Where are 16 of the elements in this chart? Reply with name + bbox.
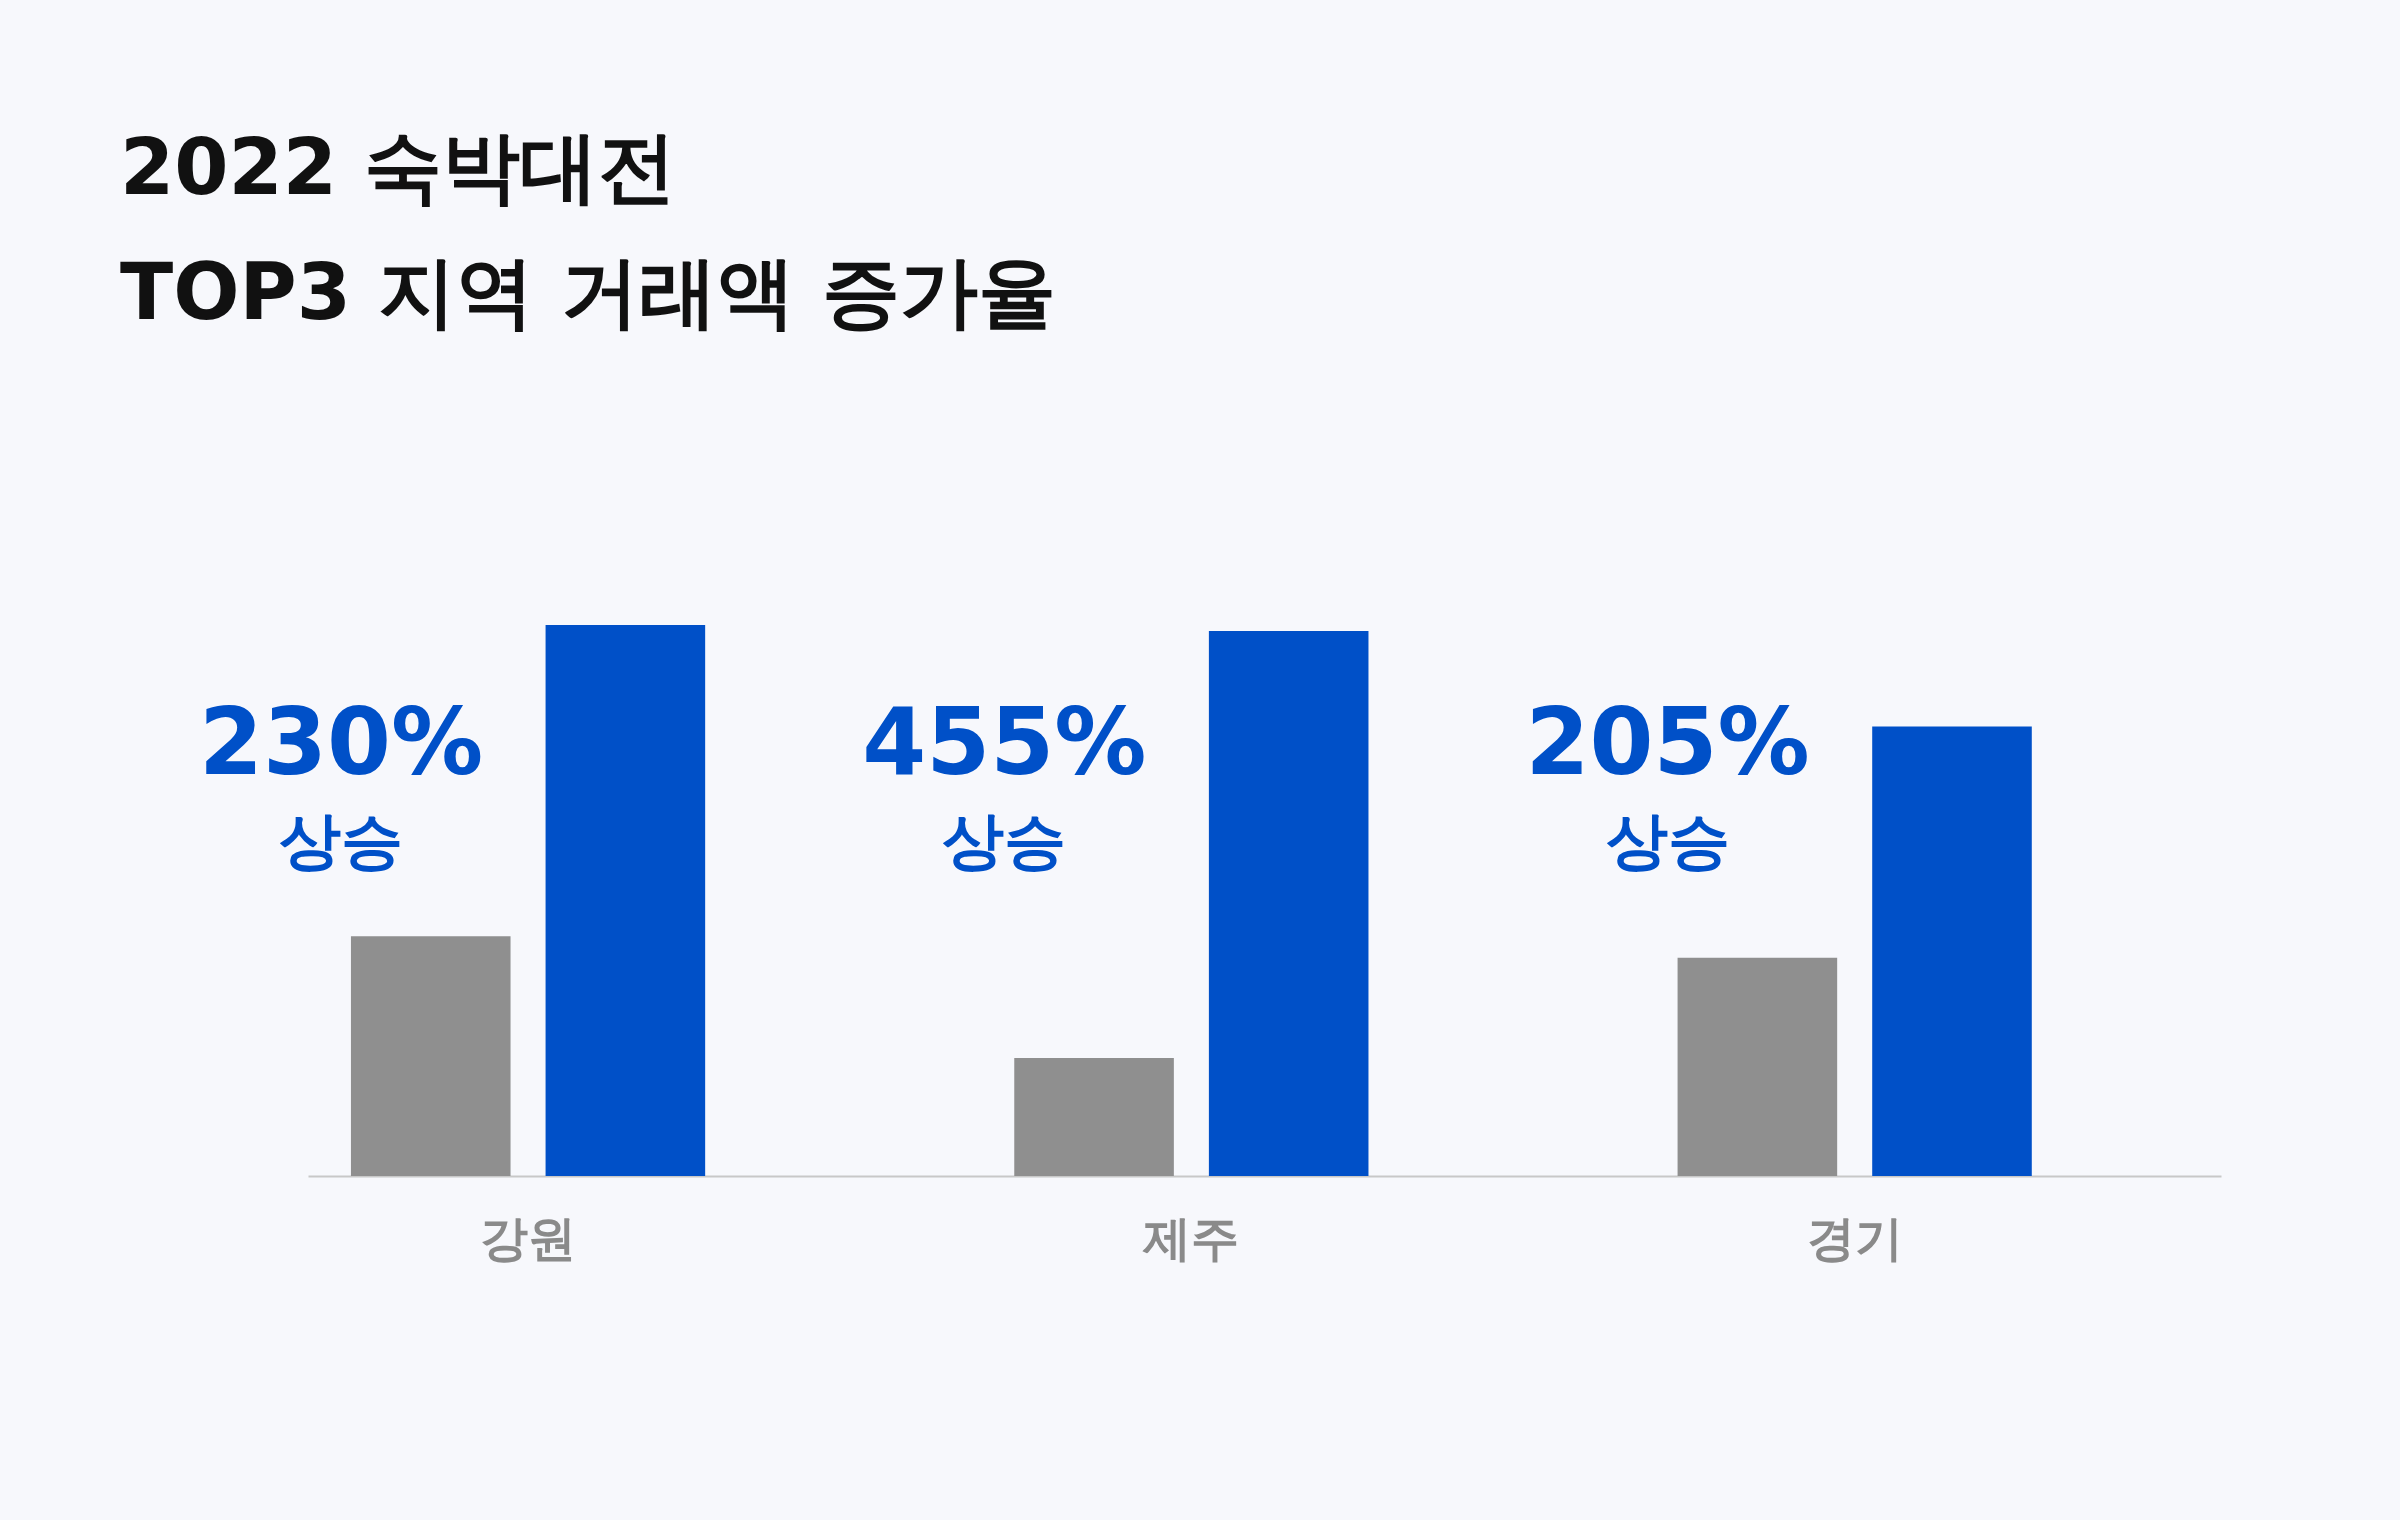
- annotation: 상승: [942, 803, 1067, 877]
- bar: [350, 936, 511, 1176]
- bar: [1014, 1058, 1174, 1176]
- annotation: 230%: [198, 689, 484, 797]
- bar: [1208, 631, 1369, 1176]
- bar: [1677, 957, 1838, 1176]
- annotation: 상승: [279, 803, 404, 877]
- annotation: 상승: [1605, 803, 1730, 877]
- bar: [1872, 726, 2032, 1176]
- x-tick-label: 강원: [480, 1209, 577, 1266]
- x-tick-label: 제주: [1142, 1209, 1240, 1266]
- chart-title: 2022 숙박대전 TOP3 지역 거래액 증가율: [120, 122, 1057, 337]
- annotation: 205%: [1525, 689, 1810, 797]
- x-tick-label: 경기: [1806, 1209, 1903, 1266]
- annotation: 455%: [862, 689, 1147, 797]
- bar: [545, 625, 706, 1176]
